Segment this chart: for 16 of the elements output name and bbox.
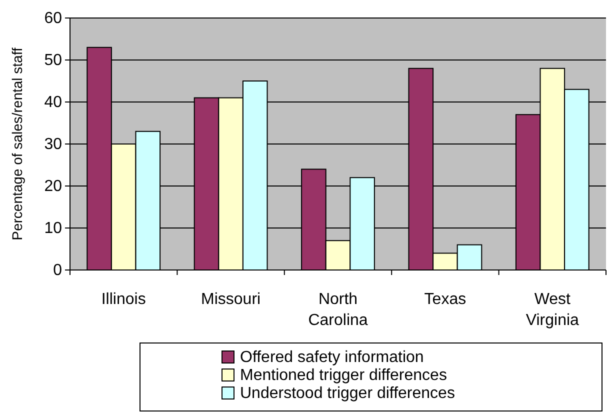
legend-label: Understood trigger differences	[240, 385, 455, 402]
y-tick-label: 10	[44, 220, 62, 238]
legend-label: Mentioned trigger differences	[240, 367, 447, 384]
x-tick-label: Illinois	[101, 291, 146, 308]
x-tick-label: North Carolina	[308, 291, 368, 329]
y-tick-label: 0	[53, 262, 62, 280]
y-tick-label: 60	[44, 10, 62, 28]
y-tick-label: 30	[44, 136, 62, 154]
x-tick-label: Missouri	[201, 291, 261, 308]
y-axis-title: Percentage of sales/rental staff	[9, 48, 25, 240]
x-tick-label: Texas	[424, 291, 466, 308]
y-tick-label: 20	[44, 178, 62, 196]
x-tick-label: West Virginia	[526, 291, 580, 329]
legend-label: Offered safety information	[240, 349, 424, 366]
y-tick-label: 40	[44, 94, 62, 112]
y-tick-label: 50	[44, 52, 62, 70]
